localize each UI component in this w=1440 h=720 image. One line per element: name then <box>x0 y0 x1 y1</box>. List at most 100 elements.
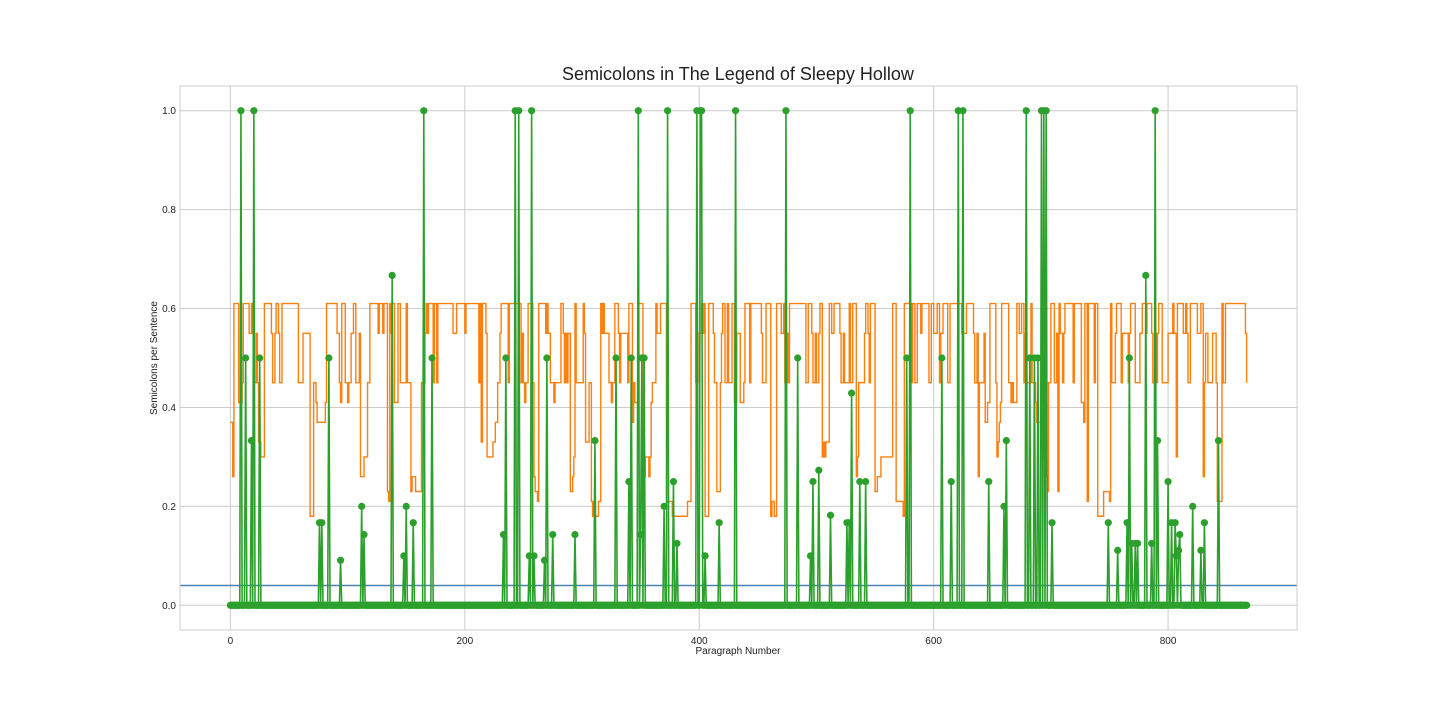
data-point-marker <box>731 107 740 115</box>
x-tick-label: 200 <box>456 636 473 647</box>
x-tick-label: 0 <box>228 636 234 647</box>
data-point-marker <box>1164 478 1172 486</box>
data-point-marker <box>1042 107 1050 115</box>
data-point-marker <box>701 552 709 560</box>
data-point-marker <box>1214 436 1223 445</box>
data-point-marker <box>358 502 366 510</box>
data-point-marker <box>402 502 410 510</box>
data-point-marker <box>1189 502 1197 510</box>
data-point-marker <box>1048 519 1056 527</box>
data-point-marker <box>1123 519 1131 527</box>
data-point-marker <box>1148 539 1156 548</box>
data-point-marker <box>530 552 538 560</box>
data-point-marker <box>428 354 436 362</box>
data-point-marker <box>625 478 633 486</box>
x-tick-label: 400 <box>691 636 708 647</box>
plot-frame <box>179 85 1298 631</box>
data-point-marker <box>627 354 635 362</box>
data-point-marker <box>591 436 599 445</box>
data-point-marker <box>903 354 911 362</box>
data-point-marker <box>571 530 579 539</box>
data-point-marker <box>845 519 853 527</box>
data-point-marker <box>782 107 790 115</box>
data-point-marker <box>612 354 620 362</box>
data-point-marker <box>947 478 955 486</box>
y-tick-label: 0.0 <box>162 601 176 612</box>
data-point-marker <box>959 107 967 115</box>
y-tick-label: 1.0 <box>162 106 176 117</box>
series-step-line <box>230 302 1248 517</box>
data-point-marker <box>1034 354 1042 362</box>
x-tick-label: 600 <box>925 636 942 647</box>
data-point-marker <box>856 478 864 486</box>
data-point-marker <box>1104 519 1112 527</box>
x-axis-label: Paragraph Number <box>695 646 781 657</box>
x-tick-label: 800 <box>1160 636 1177 647</box>
data-point-marker <box>862 478 870 486</box>
data-point-marker <box>1151 107 1159 115</box>
data-point-marker <box>660 502 668 510</box>
data-point-marker <box>1153 436 1162 445</box>
data-point-marker <box>640 354 648 362</box>
data-point-marker <box>499 530 508 539</box>
data-point-marker <box>420 107 428 115</box>
y-tick-label: 0.6 <box>162 304 176 315</box>
data-point-marker <box>794 354 802 362</box>
data-point-marker <box>669 478 678 486</box>
y-tick-label: 0.4 <box>162 403 176 414</box>
data-point-marker <box>237 107 245 115</box>
data-point-marker <box>1176 530 1184 539</box>
data-point-marker <box>1142 271 1150 280</box>
data-point-marker <box>409 519 417 527</box>
data-point-marker <box>543 354 551 362</box>
data-point-marker <box>1200 519 1209 527</box>
data-point-marker <box>1134 539 1142 548</box>
data-point-marker <box>1002 436 1010 445</box>
data-point-marker <box>715 519 723 527</box>
y-tick-label: 0.8 <box>162 205 176 216</box>
data-point-marker <box>242 354 250 362</box>
data-point-marker <box>528 107 536 115</box>
data-point-marker <box>336 556 345 564</box>
data-point-marker <box>697 107 706 115</box>
data-point-marker <box>1171 519 1179 527</box>
chart-title: Semicolons in The Legend of Sleepy Hollo… <box>562 64 915 84</box>
data-point-marker <box>1114 546 1122 554</box>
data-point-marker <box>1125 354 1133 362</box>
data-point-marker <box>848 389 856 397</box>
data-point-marker <box>400 552 408 560</box>
data-point-marker <box>806 552 815 560</box>
data-point-marker <box>1197 546 1205 554</box>
y-axis-label: Semicolons per Sentence <box>149 301 160 415</box>
data-point-marker <box>663 107 672 115</box>
data-point-marker <box>247 436 256 445</box>
data-point-marker <box>256 354 264 362</box>
data-point-marker <box>906 107 914 115</box>
series-layer <box>180 107 1297 609</box>
data-point-marker <box>502 354 510 362</box>
data-point-marker <box>540 556 549 564</box>
data-point-marker <box>1022 107 1030 115</box>
data-point-marker <box>1000 502 1008 510</box>
data-point-marker <box>1175 546 1183 554</box>
data-point-marker <box>809 478 817 486</box>
data-point-marker <box>318 519 326 527</box>
data-point-marker <box>388 271 396 280</box>
data-point-marker <box>250 107 258 115</box>
data-point-marker <box>985 478 993 486</box>
data-point-marker <box>549 530 557 539</box>
data-point-marker <box>826 511 835 519</box>
data-point-marker <box>673 539 681 548</box>
data-point-marker <box>515 107 523 115</box>
data-point-marker <box>1243 601 1251 609</box>
data-point-marker <box>1172 552 1180 560</box>
y-tick-label: 0.2 <box>162 502 176 513</box>
data-point-marker <box>637 530 645 539</box>
data-point-marker <box>325 354 333 362</box>
data-point-marker <box>360 530 368 539</box>
data-point-marker <box>815 466 823 474</box>
data-point-marker <box>938 354 946 362</box>
data-point-marker <box>634 107 642 115</box>
